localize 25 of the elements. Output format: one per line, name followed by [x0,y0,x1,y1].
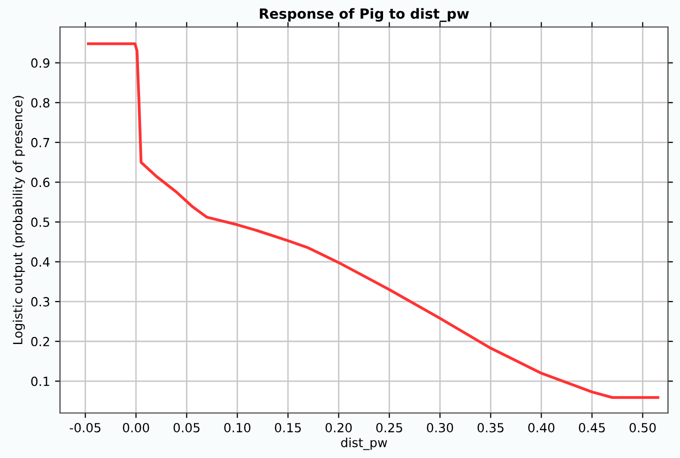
x-tick-label: 0.25 [376,422,402,432]
x-tick-label: -0.05 [70,422,100,432]
line-series [86,42,660,399]
y-tick-label: 0.9 [31,58,50,68]
x-tick-label: 0.45 [578,422,605,432]
x-tick-label: 0.40 [528,422,554,432]
x-tick-label: 0.30 [426,422,454,432]
x-tick-label: 0.50 [630,422,656,432]
y-axis-title: Logistic output (probability of presence) [12,96,25,344]
y-tick-label: 0.3 [31,297,50,307]
y-tick-label: 0.8 [31,98,50,108]
x-tick-label: 0.20 [326,422,352,432]
x-tick-label: 0.15 [274,422,301,432]
x-axis-title: dist_pw [341,438,388,450]
y-tick-label: 0.4 [31,257,50,267]
y-tick-label: 0.6 [31,178,50,188]
y-tick-label: 0.5 [31,217,50,227]
y-tick-label: 0.7 [31,138,50,148]
y-tick-label: 0.1 [31,376,50,386]
x-tick-label: 0.05 [174,422,200,432]
chart-title: Response of Pig to dist_pw [260,8,469,22]
x-tick-label: 0.35 [478,422,504,432]
x-tick-label: 0.10 [224,422,250,432]
y-tick-label: 0.2 [31,336,50,346]
x-tick-label: 0.00 [122,422,150,432]
